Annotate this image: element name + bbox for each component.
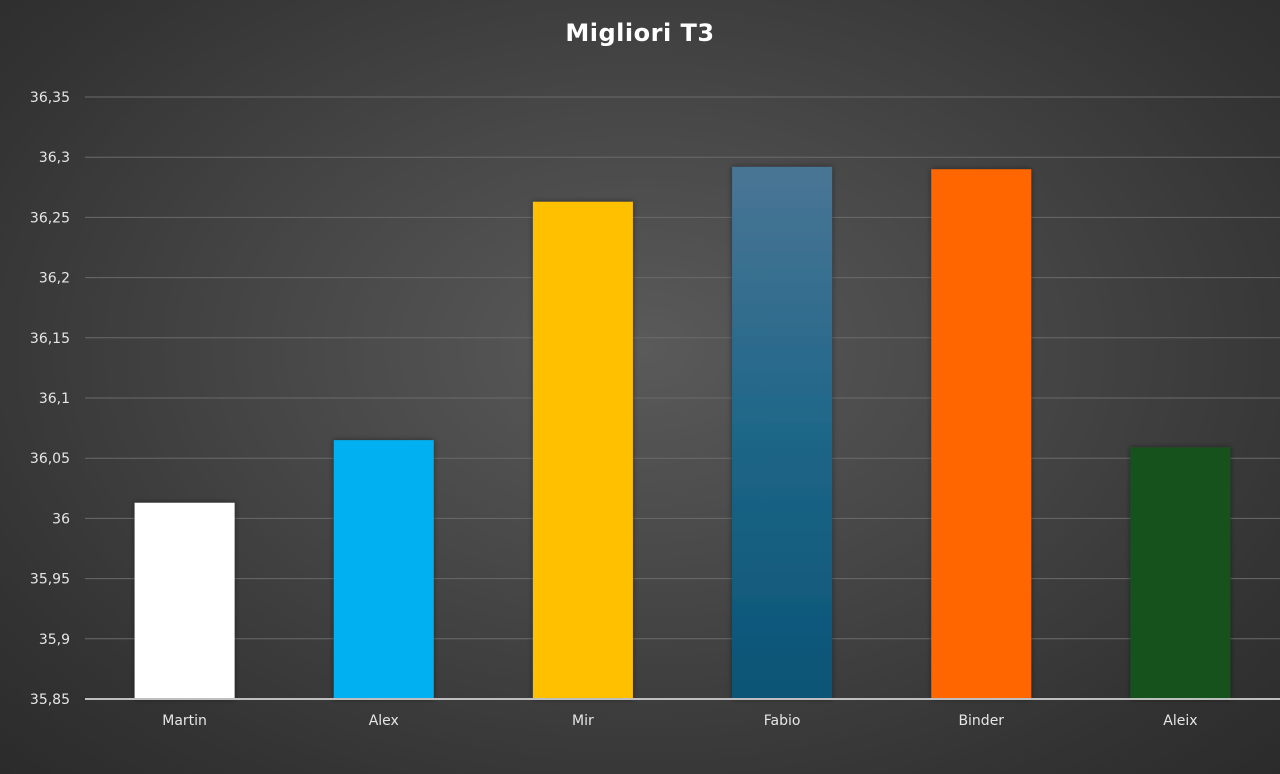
y-tick-label: 36,15 [30, 331, 70, 347]
chart-title: Migliori T3 [565, 19, 714, 47]
x-category-label: Fabio [764, 713, 801, 729]
y-tick-label: 35,85 [30, 692, 70, 708]
bars [134, 166, 1231, 700]
x-category-label: Aleix [1163, 713, 1197, 729]
x-category-label: Binder [958, 713, 1004, 729]
y-tick-label: 35,95 [30, 572, 70, 588]
x-axis-category-labels: Martin Alex Mir Fabio Binder Aleix [162, 713, 1197, 729]
y-tick-label: 36,2 [39, 271, 70, 287]
y-tick-label: 36,25 [30, 210, 70, 226]
bar-mir [532, 201, 633, 700]
y-tick-label: 36,3 [39, 150, 70, 166]
bar-binder [931, 169, 1032, 700]
y-tick-label: 35,9 [39, 632, 70, 648]
bar-martin [134, 502, 235, 699]
y-tick-label: 36 [52, 511, 70, 527]
gridlines [85, 96, 1280, 640]
x-category-label: Mir [572, 713, 594, 729]
x-category-label: Alex [369, 713, 399, 729]
bar-fabio [732, 166, 833, 699]
x-category-label: Martin [162, 713, 207, 729]
bar-alex [333, 440, 434, 699]
bar-aleix [1130, 447, 1231, 699]
y-tick-label: 36,35 [30, 90, 70, 106]
y-axis-tick-labels: 35,85 35,9 35,95 36 36,05 36,1 36,15 36,2 36,25 3… [30, 90, 70, 708]
y-tick-label: 36,1 [39, 391, 70, 407]
y-tick-label: 36,05 [30, 451, 70, 467]
